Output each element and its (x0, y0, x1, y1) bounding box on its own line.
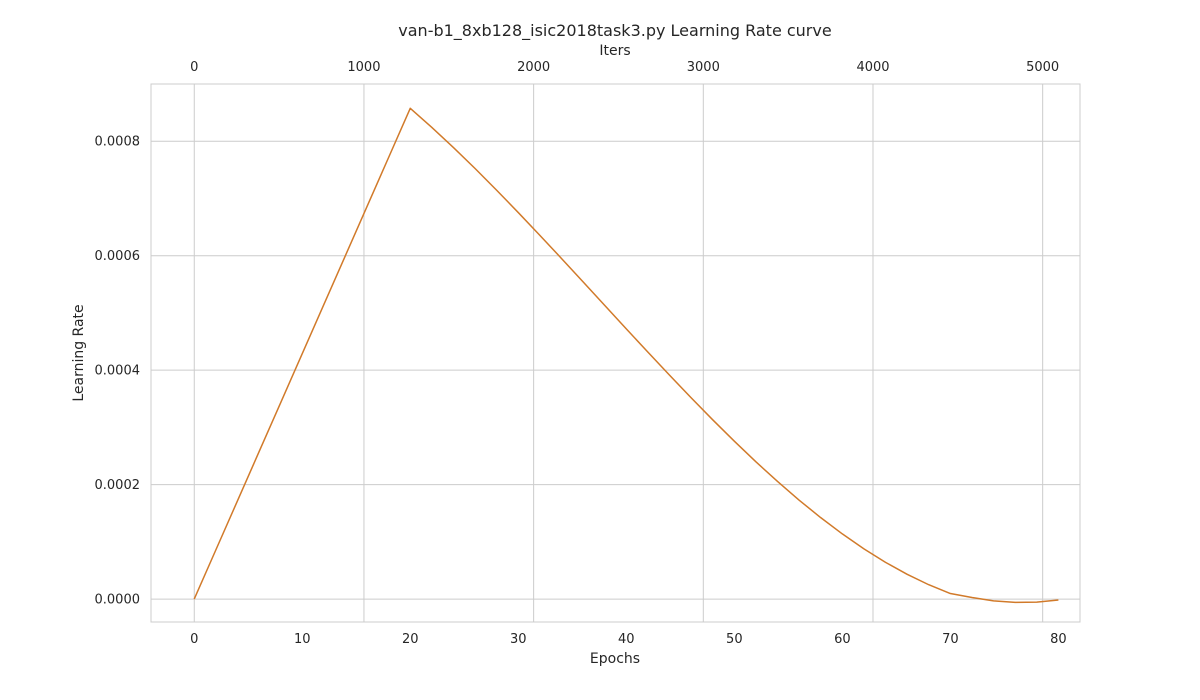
x-tick-label: 0 (190, 632, 198, 647)
x-tick-label: 10 (294, 632, 311, 647)
top-x-tick-label: 2000 (517, 60, 550, 75)
top-x-tick-label: 5000 (1026, 60, 1059, 75)
top-x-axis-label: Iters (599, 43, 630, 59)
y-tick-labels: 0.0000 0.0002 0.0004 0.0006 0.0008 (95, 135, 141, 608)
x-tick-label: 20 (402, 632, 419, 647)
chart-title: van-b1_8xb128_isic2018task3.py Learning … (398, 21, 831, 41)
top-x-tick-label: 1000 (347, 60, 380, 75)
y-tick-label: 0.0002 (95, 478, 141, 493)
top-x-tick-labels: 0 1000 2000 3000 4000 5000 (190, 60, 1059, 75)
x-axis-label: Epochs (590, 651, 640, 667)
series-line (193, 107, 1059, 604)
x-tick-label: 60 (834, 632, 851, 647)
top-x-tick-label: 4000 (856, 60, 889, 75)
top-x-tick-label: 0 (190, 60, 198, 75)
grid-lines (151, 84, 1080, 622)
x-tick-label: 50 (726, 632, 743, 647)
top-x-tick-label: 3000 (687, 60, 720, 75)
x-tick-label: 30 (510, 632, 527, 647)
y-tick-label: 0.0000 (95, 593, 141, 608)
x-tick-label: 70 (942, 632, 959, 647)
plot-frame (150, 83, 1081, 623)
y-tick-label: 0.0008 (95, 135, 141, 150)
y-tick-label: 0.0004 (95, 364, 141, 379)
bottom-x-tick-labels: 0 10 20 30 40 50 60 70 80 (190, 632, 1067, 647)
y-axis-label: Learning Rate (71, 304, 87, 401)
x-tick-label: 80 (1050, 632, 1067, 647)
y-tick-label: 0.0006 (95, 249, 141, 264)
x-tick-label: 40 (618, 632, 635, 647)
series-layer (193, 107, 1059, 604)
